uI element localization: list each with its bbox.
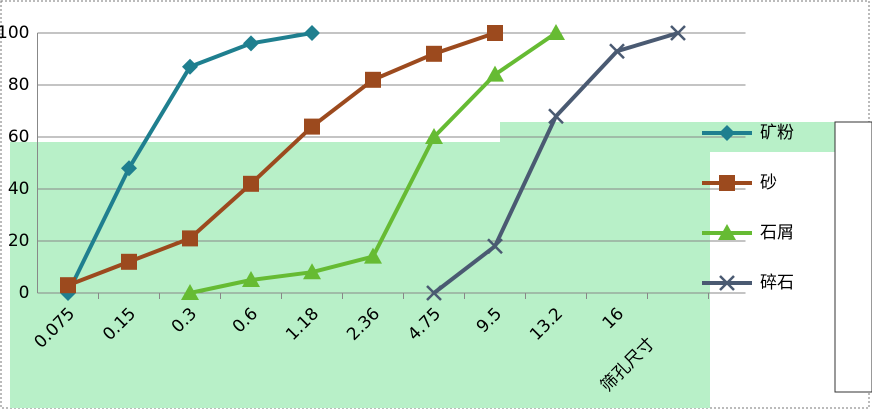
marker xyxy=(365,71,381,88)
marker xyxy=(609,43,625,60)
marker xyxy=(670,25,686,41)
marker xyxy=(304,25,320,41)
marker xyxy=(426,285,442,301)
y-tick-label: 40 xyxy=(8,179,30,199)
marker xyxy=(718,224,736,240)
marker xyxy=(364,247,382,264)
marker xyxy=(719,275,735,291)
overlay-edge xyxy=(834,121,872,393)
marker xyxy=(181,284,199,300)
marker xyxy=(182,58,198,75)
marker xyxy=(60,277,76,294)
marker xyxy=(719,125,735,141)
marker xyxy=(719,175,735,191)
marker xyxy=(547,24,565,40)
y-tick-label: 0 xyxy=(19,283,30,303)
marker xyxy=(182,230,198,247)
marker xyxy=(242,271,260,287)
legend-label: 石屑 xyxy=(760,223,794,243)
series-line xyxy=(67,31,496,288)
marker xyxy=(243,35,259,52)
marker xyxy=(121,160,137,177)
overlay xyxy=(10,142,710,408)
marker xyxy=(487,25,503,41)
legend-label: 碎石 xyxy=(760,273,794,293)
y-tick-label: 80 xyxy=(8,75,30,95)
marker xyxy=(425,128,443,144)
marker xyxy=(486,65,504,82)
y-tick-label: 100 xyxy=(0,23,30,43)
y-tick-label: 60 xyxy=(8,127,30,147)
marker xyxy=(303,263,321,280)
marker xyxy=(426,45,442,62)
legend-label: 砂 xyxy=(760,173,777,193)
marker xyxy=(243,175,259,192)
legend-label: 矿粉 xyxy=(760,123,794,143)
marker xyxy=(548,108,564,125)
y-tick-label: 20 xyxy=(8,231,30,251)
marker xyxy=(304,118,320,135)
marker xyxy=(121,253,137,270)
marker xyxy=(487,238,503,255)
